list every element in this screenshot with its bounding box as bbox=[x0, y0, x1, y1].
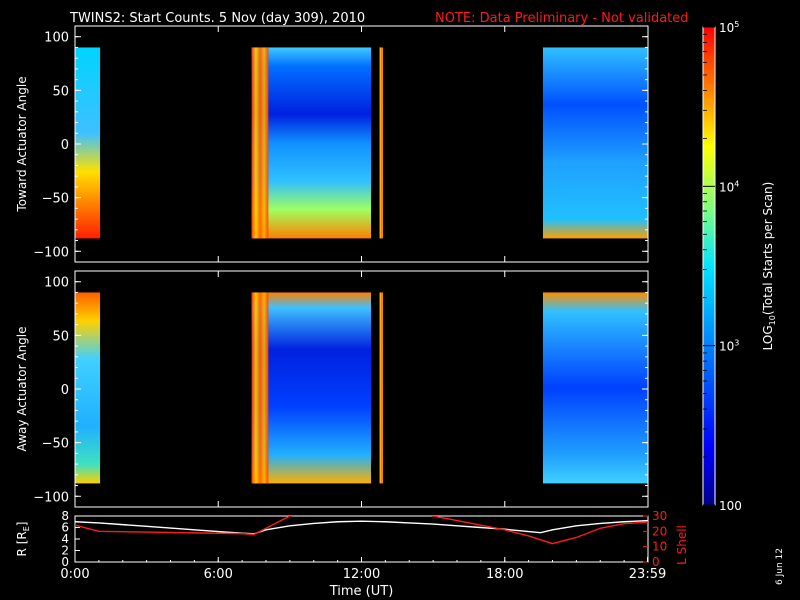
away-data-block bbox=[75, 292, 101, 484]
x-tick-label: 0:00 bbox=[60, 567, 89, 582]
toward-angle-panel: 100 50 0 −50 −100 Toward Actuator Angle bbox=[15, 25, 649, 263]
left-tick-label: 6 bbox=[61, 521, 69, 535]
right-tick-label: 0 bbox=[652, 555, 660, 569]
away-data-block bbox=[542, 292, 648, 484]
y-tick-label: 0 bbox=[61, 138, 69, 153]
toward-data-block bbox=[75, 47, 101, 239]
away-ylabel: Away Actuator Angle bbox=[15, 326, 29, 451]
colorbar-gradient bbox=[702, 26, 716, 506]
y-tick-label: −50 bbox=[42, 192, 69, 207]
colorbar-label: LOG10(Total Starts per Scan) bbox=[761, 182, 777, 351]
toward-ylabel: Toward Actuator Angle bbox=[15, 76, 29, 212]
y-tick-label: 50 bbox=[52, 84, 69, 99]
right-tick-label: 30 bbox=[652, 509, 667, 523]
colorbar-tick-label: 104 bbox=[719, 179, 739, 194]
left-tick-label: 8 bbox=[61, 509, 69, 523]
colorbar-tick-label: 100 bbox=[719, 499, 742, 513]
date-stamp: 6 Jun 12 bbox=[775, 548, 785, 585]
l-shell-line bbox=[432, 516, 648, 545]
colorbar: 105 104 103 100 LOG10(Total Starts per Scan… bbox=[702, 20, 777, 513]
toward-data-block bbox=[542, 47, 648, 239]
colorbar-ticks: 105 104 103 100 bbox=[703, 20, 742, 513]
away-data-block bbox=[251, 292, 372, 484]
right-tick-label: 20 bbox=[652, 524, 667, 538]
l-shell-line bbox=[75, 516, 293, 536]
chart-title: TWINS2: Start Counts. 5 Nov (day 309), 2… bbox=[69, 11, 365, 26]
y-tick-label: 50 bbox=[52, 329, 69, 344]
x-tick-label: 18:00 bbox=[486, 567, 523, 582]
right-tick-label: 10 bbox=[652, 540, 667, 554]
y-tick-label: −50 bbox=[42, 437, 69, 452]
left-tick-label: 2 bbox=[61, 544, 69, 558]
y-tick-label: −100 bbox=[33, 245, 69, 260]
y-tick-label: 100 bbox=[44, 31, 69, 46]
x-tick-label: 12:00 bbox=[343, 567, 380, 582]
y-tick-label: −100 bbox=[33, 490, 69, 505]
x-axis-label: Time (UT) bbox=[329, 584, 394, 599]
toward-data-block bbox=[379, 47, 383, 239]
l-shell-axis-label: L Shell bbox=[675, 525, 689, 565]
left-tick-label: 0 bbox=[61, 555, 69, 569]
toward-data-block bbox=[251, 47, 372, 239]
preliminary-note: NOTE: Data Preliminary - Not validated bbox=[435, 11, 689, 26]
x-tick-label: 6:00 bbox=[204, 567, 233, 582]
colorbar-tick-label: 105 bbox=[719, 20, 739, 35]
away-hot-stripe bbox=[251, 292, 269, 484]
y-tick-label: 0 bbox=[61, 383, 69, 398]
away-data-block bbox=[379, 292, 383, 484]
colorbar-tick-label: 103 bbox=[719, 339, 739, 354]
away-angle-panel: 100 50 0 −50 −100 Away Actuator Angle bbox=[15, 270, 649, 508]
toward-hot-stripe bbox=[251, 47, 269, 239]
r-distance-line bbox=[75, 519, 648, 535]
r-axis-label: R [RE] bbox=[15, 522, 31, 557]
orbit-frame bbox=[74, 515, 649, 563]
y-tick-label: 100 bbox=[44, 276, 69, 291]
x-tick-label: 23:59 bbox=[629, 567, 666, 582]
left-tick-label: 4 bbox=[61, 532, 69, 546]
